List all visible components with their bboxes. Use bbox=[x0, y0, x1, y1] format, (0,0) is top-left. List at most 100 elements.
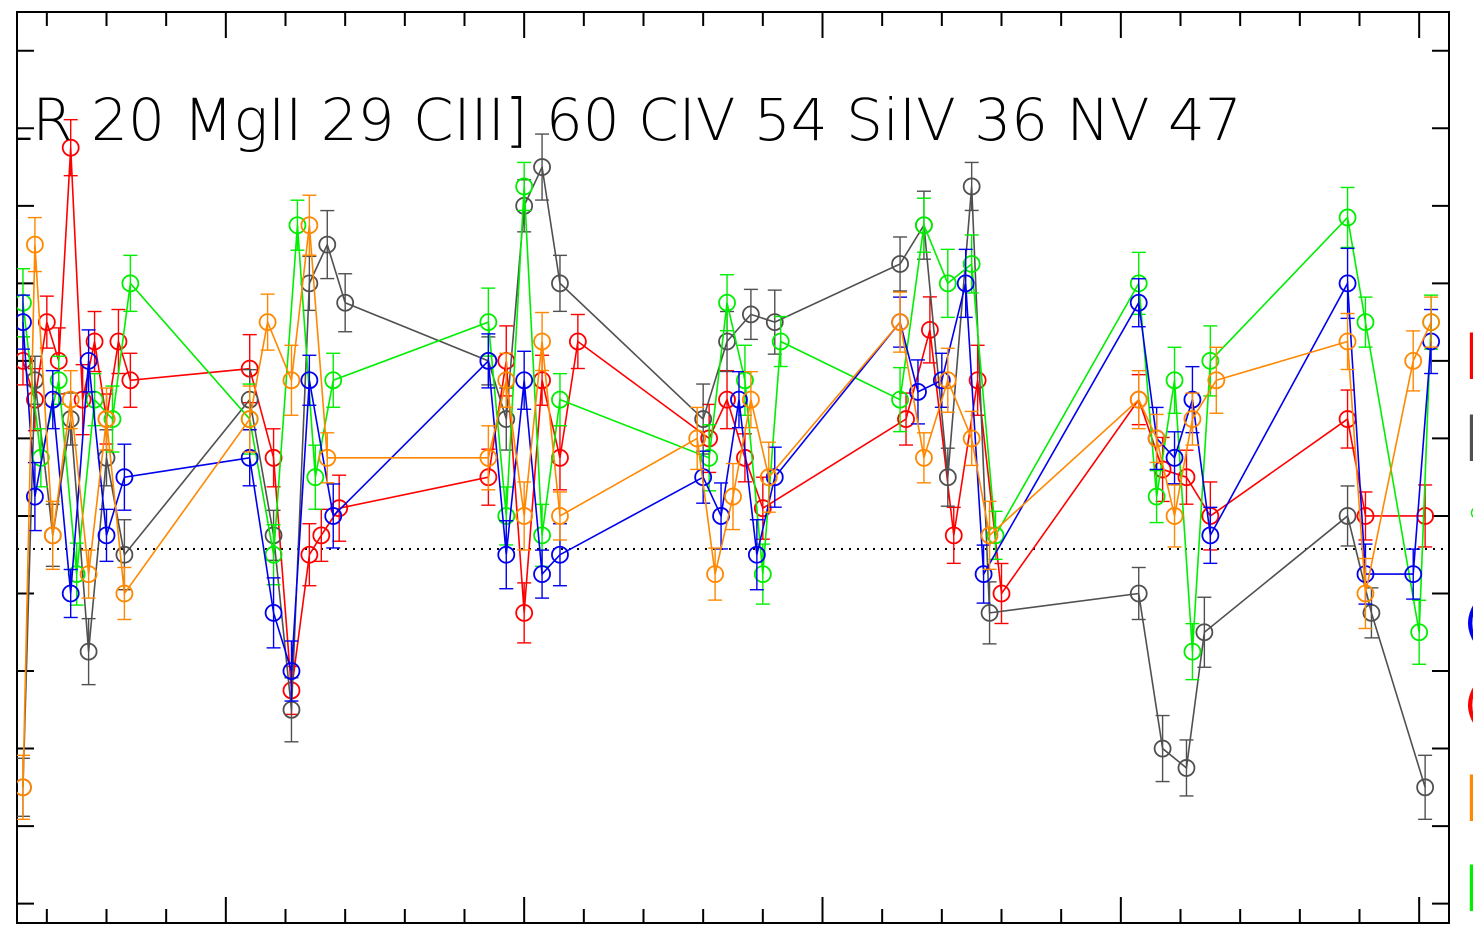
data-point bbox=[1416, 778, 1435, 797]
data-point bbox=[700, 448, 719, 467]
data-point bbox=[1129, 390, 1148, 409]
data-point bbox=[61, 584, 80, 603]
data-point bbox=[497, 545, 516, 564]
data-point bbox=[568, 332, 587, 351]
data-point bbox=[85, 332, 104, 351]
data-point bbox=[968, 371, 987, 390]
data-point bbox=[1422, 313, 1440, 332]
data-point bbox=[694, 410, 713, 428]
data-point bbox=[551, 545, 569, 564]
data-point bbox=[312, 526, 331, 545]
data-point bbox=[515, 371, 534, 390]
data-point bbox=[753, 565, 772, 584]
data-point bbox=[742, 305, 760, 324]
data-point bbox=[103, 410, 122, 428]
legend-mark: ( bbox=[1464, 677, 1473, 731]
data-point bbox=[115, 545, 134, 564]
data-point bbox=[962, 429, 981, 448]
data-point bbox=[688, 429, 707, 448]
data-point bbox=[1410, 623, 1429, 642]
data-point bbox=[759, 468, 778, 487]
data-point bbox=[1129, 293, 1148, 312]
data-point bbox=[909, 383, 927, 401]
data-point bbox=[1338, 274, 1357, 293]
series-0 bbox=[17, 118, 1435, 716]
data-point bbox=[1404, 565, 1423, 584]
legend-mark: | bbox=[1464, 325, 1473, 380]
data-point bbox=[742, 390, 760, 409]
data-point bbox=[915, 448, 933, 467]
series-line bbox=[22, 280, 1432, 672]
data-point bbox=[479, 313, 498, 332]
legend-mark: | bbox=[1464, 767, 1473, 822]
data-point bbox=[1338, 507, 1357, 525]
data-point bbox=[318, 235, 337, 254]
data-point bbox=[938, 274, 957, 293]
series-line bbox=[22, 147, 1426, 691]
data-point bbox=[1177, 759, 1196, 777]
data-point bbox=[915, 216, 933, 235]
data-point bbox=[1129, 584, 1148, 603]
data-point bbox=[300, 545, 319, 564]
data-point bbox=[17, 778, 32, 797]
series-line bbox=[22, 164, 1426, 788]
data-point bbox=[26, 235, 44, 254]
data-point bbox=[718, 293, 736, 312]
data-point bbox=[515, 507, 534, 525]
data-point bbox=[765, 313, 784, 332]
data-point bbox=[79, 642, 98, 661]
data-point bbox=[1183, 642, 1202, 661]
data-point bbox=[944, 526, 963, 545]
data-point bbox=[115, 468, 134, 487]
data-point bbox=[109, 332, 128, 351]
data-point bbox=[932, 371, 951, 390]
data-point bbox=[300, 371, 319, 390]
data-point bbox=[515, 177, 534, 196]
data-point bbox=[551, 507, 569, 525]
data-point bbox=[962, 177, 981, 196]
data-point bbox=[497, 410, 516, 428]
data-point bbox=[533, 526, 551, 545]
data-point bbox=[706, 565, 724, 584]
data-point bbox=[79, 351, 98, 370]
data-point bbox=[300, 216, 319, 235]
data-point bbox=[336, 293, 355, 312]
data-point bbox=[891, 390, 909, 409]
data-point bbox=[962, 255, 981, 273]
data-point bbox=[1177, 468, 1196, 487]
data-point bbox=[1201, 526, 1220, 545]
data-point bbox=[264, 545, 283, 564]
data-point bbox=[17, 351, 32, 370]
data-point bbox=[258, 313, 277, 332]
data-point bbox=[306, 468, 325, 487]
data-point bbox=[43, 526, 62, 545]
data-point bbox=[1356, 507, 1375, 525]
data-point bbox=[891, 313, 909, 332]
data-point bbox=[1153, 739, 1172, 758]
data-point bbox=[551, 390, 569, 409]
legend-mark: ◦ bbox=[1464, 487, 1473, 541]
chart-title: LR 20 MgII 29 CIII] 60 CIV 54 SiIV 36 NV… bbox=[0, 86, 1242, 154]
data-point bbox=[97, 410, 116, 428]
data-point bbox=[956, 274, 975, 293]
data-point bbox=[980, 603, 999, 622]
data-point bbox=[533, 158, 551, 176]
series-1 bbox=[17, 133, 1435, 821]
data-point bbox=[264, 603, 283, 622]
data-point bbox=[497, 371, 516, 390]
data-point bbox=[718, 390, 736, 409]
data-point bbox=[986, 526, 1005, 545]
legend-mark: ( bbox=[1464, 595, 1473, 649]
data-point bbox=[921, 320, 939, 339]
data-point bbox=[1147, 487, 1166, 506]
data-point bbox=[718, 332, 736, 351]
data-point bbox=[49, 371, 68, 390]
data-point bbox=[1195, 623, 1214, 642]
data-point bbox=[938, 371, 957, 390]
series-line bbox=[22, 225, 1432, 788]
data-point bbox=[79, 565, 98, 584]
data-point bbox=[515, 603, 534, 622]
data-point bbox=[324, 507, 343, 525]
data-point bbox=[1338, 332, 1357, 351]
